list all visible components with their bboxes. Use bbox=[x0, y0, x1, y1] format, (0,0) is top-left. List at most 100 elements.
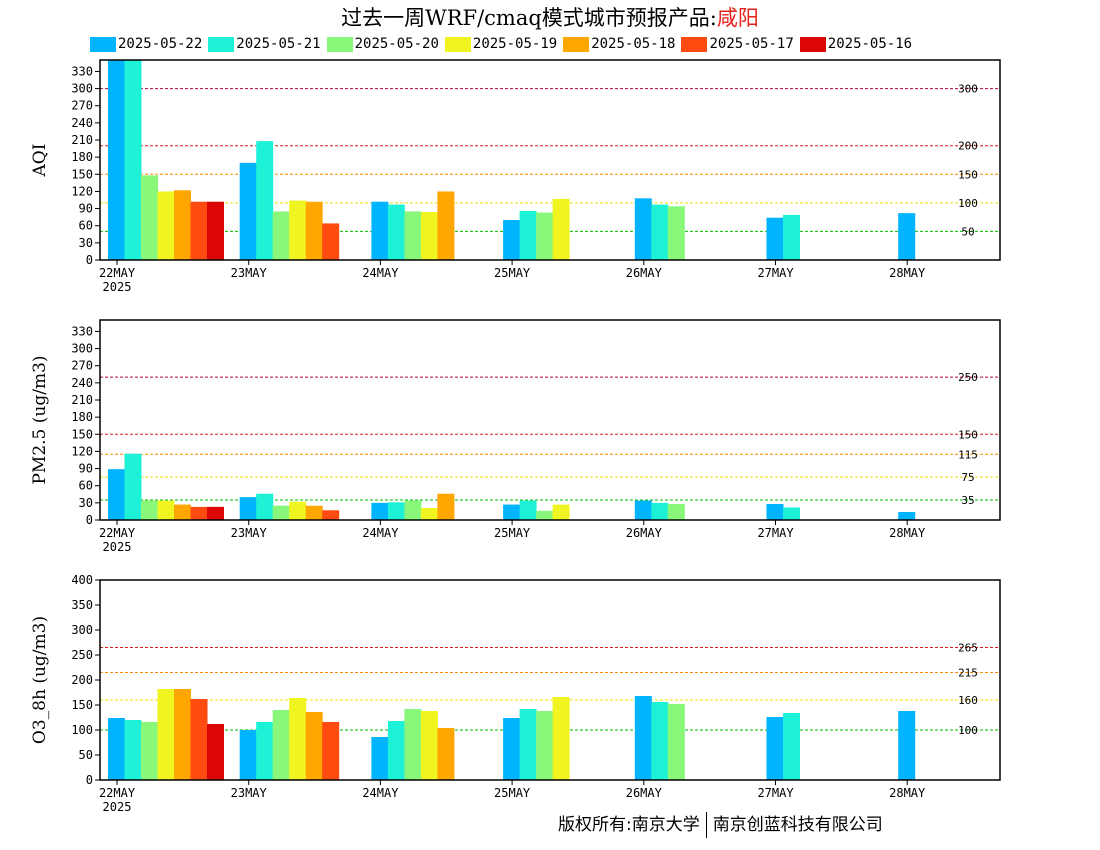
bar bbox=[289, 698, 307, 780]
threshold-label: 265 bbox=[958, 642, 978, 655]
bar bbox=[157, 500, 175, 520]
bar bbox=[322, 223, 340, 260]
y-tick-label: 30 bbox=[79, 496, 93, 510]
y-tick-label: 250 bbox=[71, 648, 93, 662]
bar bbox=[157, 191, 175, 260]
bar bbox=[552, 504, 570, 520]
x-tick-label: 28MAY bbox=[889, 526, 926, 540]
y-tick-label: 60 bbox=[79, 219, 93, 233]
bar bbox=[437, 191, 455, 260]
bar bbox=[157, 689, 175, 780]
y-tick-label: 200 bbox=[71, 673, 93, 687]
legend-label: 2025-05-20 bbox=[354, 36, 439, 52]
y-tick-label: 0 bbox=[86, 253, 93, 267]
y-tick-label: 330 bbox=[71, 324, 93, 338]
bar bbox=[536, 711, 554, 780]
threshold-label: 115 bbox=[958, 448, 978, 461]
bar bbox=[651, 204, 669, 260]
bar bbox=[272, 710, 290, 780]
bar bbox=[207, 724, 224, 780]
bar bbox=[289, 501, 307, 520]
bar bbox=[536, 212, 554, 260]
legend-swatch bbox=[208, 36, 235, 52]
bar bbox=[124, 720, 142, 780]
y-tick-label: 210 bbox=[71, 393, 93, 407]
y-tick-label: 270 bbox=[71, 359, 93, 373]
y-tick-label: 270 bbox=[71, 99, 93, 113]
chart-panel: 300 200 150 100 50 0 30 60 90 120 150 180 210 240 270 3… bbox=[30, 59, 1001, 294]
bar bbox=[141, 500, 158, 520]
bar bbox=[503, 504, 521, 520]
threshold-label: 300 bbox=[958, 83, 978, 96]
bar bbox=[420, 508, 438, 520]
y-tick-label: 180 bbox=[71, 150, 93, 164]
bar bbox=[519, 709, 537, 780]
x-year-label: 2025 bbox=[103, 800, 132, 814]
threshold-label: 75 bbox=[961, 471, 974, 484]
bar bbox=[783, 713, 800, 780]
threshold-label: 160 bbox=[958, 694, 978, 707]
bar bbox=[174, 689, 191, 780]
threshold-label: 35 bbox=[961, 494, 974, 507]
bar bbox=[766, 504, 784, 520]
x-tick-label: 27MAY bbox=[757, 526, 794, 540]
x-tick-label: 24MAY bbox=[362, 266, 399, 280]
x-tick-label: 24MAY bbox=[362, 526, 399, 540]
legend-item: 2025-05-19 bbox=[444, 35, 557, 53]
y-tick-label: 150 bbox=[71, 698, 93, 712]
plot-frame bbox=[99, 319, 1001, 521]
threshold-label: 150 bbox=[958, 168, 978, 181]
bar bbox=[552, 697, 570, 780]
threshold-label: 50 bbox=[961, 225, 974, 238]
legend-swatch bbox=[563, 36, 590, 52]
y-tick-label: 150 bbox=[71, 167, 93, 181]
bar bbox=[420, 711, 438, 780]
bar bbox=[256, 493, 274, 520]
bar bbox=[322, 510, 340, 520]
legend-swatch bbox=[799, 36, 826, 52]
bar bbox=[503, 718, 521, 780]
bar bbox=[404, 500, 422, 520]
bar bbox=[322, 722, 340, 780]
y-tick-label: 240 bbox=[71, 376, 93, 390]
y-tick-label: 210 bbox=[71, 133, 93, 147]
bar bbox=[174, 190, 191, 260]
bar bbox=[898, 213, 916, 260]
bar bbox=[371, 737, 389, 780]
y-tick-label: 330 bbox=[71, 64, 93, 78]
bar bbox=[634, 198, 652, 260]
bar bbox=[141, 175, 158, 260]
bar bbox=[174, 504, 191, 520]
y-tick-label: 300 bbox=[71, 623, 93, 637]
bar bbox=[667, 704, 685, 780]
bar bbox=[387, 721, 405, 780]
chart-title: 过去一周WRF/cmaq模式城市预报产品:咸阳 bbox=[0, 2, 1100, 32]
bar bbox=[207, 506, 224, 520]
x-tick-label: 24MAY bbox=[362, 786, 399, 800]
bar bbox=[239, 730, 257, 780]
y-axis-title: AQI bbox=[30, 144, 50, 178]
y-tick-label: 100 bbox=[71, 723, 93, 737]
x-year-label: 2025 bbox=[103, 540, 132, 554]
bar bbox=[108, 469, 125, 520]
bar bbox=[190, 201, 208, 260]
threshold-label: 200 bbox=[958, 140, 978, 153]
legend-item: 2025-05-20 bbox=[326, 35, 439, 53]
legend-item: 2025-05-21 bbox=[208, 35, 321, 53]
bar bbox=[207, 201, 224, 260]
legend-swatch bbox=[681, 36, 708, 52]
title-prefix: 过去一周WRF/cmaq模式城市预报产品: bbox=[341, 6, 717, 30]
legend-item: 2025-05-17 bbox=[681, 35, 794, 53]
bar bbox=[108, 60, 125, 260]
bar bbox=[190, 506, 208, 520]
y-tick-label: 90 bbox=[79, 462, 93, 476]
legend-label: 2025-05-18 bbox=[591, 36, 676, 52]
bar bbox=[420, 212, 438, 260]
bar bbox=[667, 206, 685, 260]
bar bbox=[387, 502, 405, 520]
chart-panel: 250 150 115 75 35 0 30 60 90 120 150 180 210 240 270 30… bbox=[30, 319, 1001, 554]
legend-label: 2025-05-22 bbox=[118, 36, 203, 52]
bar bbox=[552, 198, 570, 260]
bar bbox=[305, 201, 323, 260]
plot-frame bbox=[99, 59, 1001, 261]
